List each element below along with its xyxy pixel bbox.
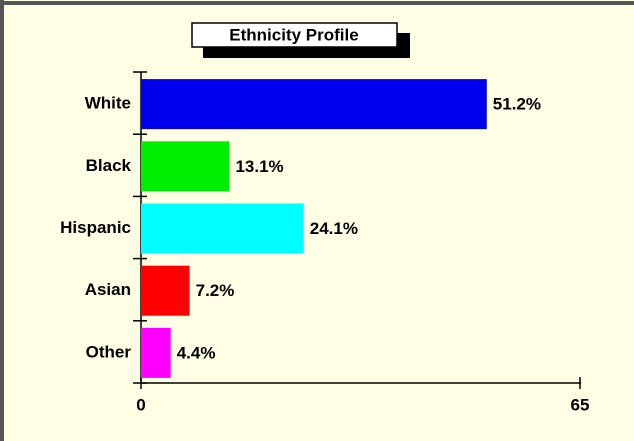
bar	[141, 79, 487, 130]
value-label: 51.2%	[493, 95, 541, 114]
value-label: 13.1%	[235, 157, 283, 176]
y-tick-label: White	[85, 94, 131, 113]
bar	[141, 141, 230, 192]
y-tick-label: Hispanic	[60, 218, 131, 237]
bar	[141, 203, 304, 254]
bar	[141, 265, 190, 316]
y-tick-label: Other	[86, 342, 132, 361]
value-label: 24.1%	[310, 219, 358, 238]
title-box	[191, 22, 398, 48]
y-tick-label: Black	[86, 156, 132, 175]
value-label: 7.2%	[196, 281, 235, 300]
y-tick-label: Asian	[85, 280, 131, 299]
chart-title: Ethnicity Profile	[229, 25, 358, 44]
value-label: 4.4%	[177, 343, 216, 362]
bar	[141, 327, 171, 378]
x-tick-label: 0	[136, 395, 145, 414]
x-tick-label: 65	[571, 395, 590, 414]
